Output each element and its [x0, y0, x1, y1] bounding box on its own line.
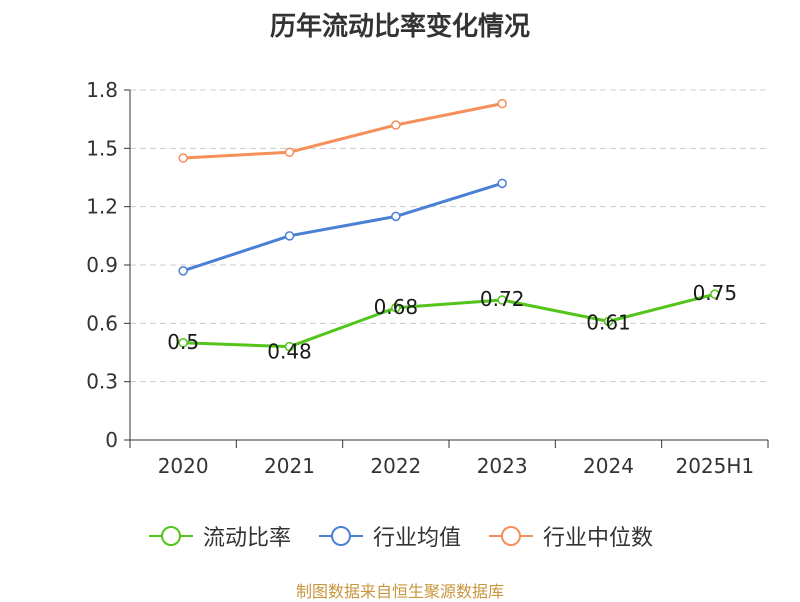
- data-label: 0.5: [167, 330, 199, 354]
- series-line: [183, 292, 716, 349]
- data-point: [497, 98, 507, 109]
- x-tick-label: 2023: [477, 454, 528, 478]
- data-label: 0.48: [267, 340, 312, 364]
- x-tick-label: 2022: [370, 454, 421, 478]
- x-tick-label: 2024: [583, 454, 634, 478]
- x-tick-label: 2021: [264, 454, 315, 478]
- data-label: 0.75: [693, 281, 738, 305]
- data-point: [178, 153, 188, 163]
- legend: 流动比率 行业均值 行业中位数: [0, 520, 800, 552]
- y-tick-label: 1.8: [86, 78, 118, 102]
- x-tick-label: 2025H1: [675, 454, 754, 478]
- data-point: [391, 211, 401, 222]
- data-point: [603, 316, 614, 327]
- series-line: [183, 102, 503, 160]
- data-source-note: 制图数据来自恒生聚源数据库: [295, 582, 504, 601]
- legend-marker-industry-average: [318, 526, 363, 546]
- legend-label-industry-median: 行业中位数: [543, 526, 654, 551]
- x-tick-label: 2020: [158, 454, 209, 478]
- y-tick-label: 1.2: [86, 195, 118, 219]
- legend-label-current-ratio: 流动比率: [202, 526, 291, 551]
- data-point: [710, 289, 720, 299]
- data-label: 0.68: [374, 295, 419, 319]
- data-point: [284, 341, 295, 352]
- legend-marker-industry-median: [489, 526, 533, 546]
- y-tick-label: 1.5: [86, 136, 118, 160]
- data-label: 0.72: [480, 287, 525, 311]
- data-point: [284, 147, 295, 157]
- data-point: [497, 295, 507, 305]
- y-tick-label: 0.3: [86, 370, 118, 394]
- data-point: [391, 120, 401, 130]
- data-point: [391, 303, 401, 313]
- y-tick-label: 0: [105, 428, 118, 452]
- legend-item-industry-average[interactable]: 行业均值: [317, 520, 461, 552]
- y-tick-label: 0.6: [86, 311, 118, 335]
- legend-marker-current-ratio: [148, 526, 193, 546]
- data-label: 0.61: [586, 310, 631, 334]
- data-point: [178, 266, 188, 276]
- chart-title: 历年流动比率变化情况: [269, 12, 530, 42]
- series-line: [182, 181, 503, 273]
- data-point: [497, 178, 507, 189]
- data-point: [284, 231, 295, 241]
- legend-item-industry-median[interactable]: 行业中位数: [487, 520, 653, 552]
- data-point: [178, 338, 188, 348]
- legend-label-industry-average: 行业均值: [372, 526, 461, 551]
- legend-item-current-ratio[interactable]: 流动比率: [147, 520, 291, 552]
- y-tick-label: 0.9: [86, 253, 118, 277]
